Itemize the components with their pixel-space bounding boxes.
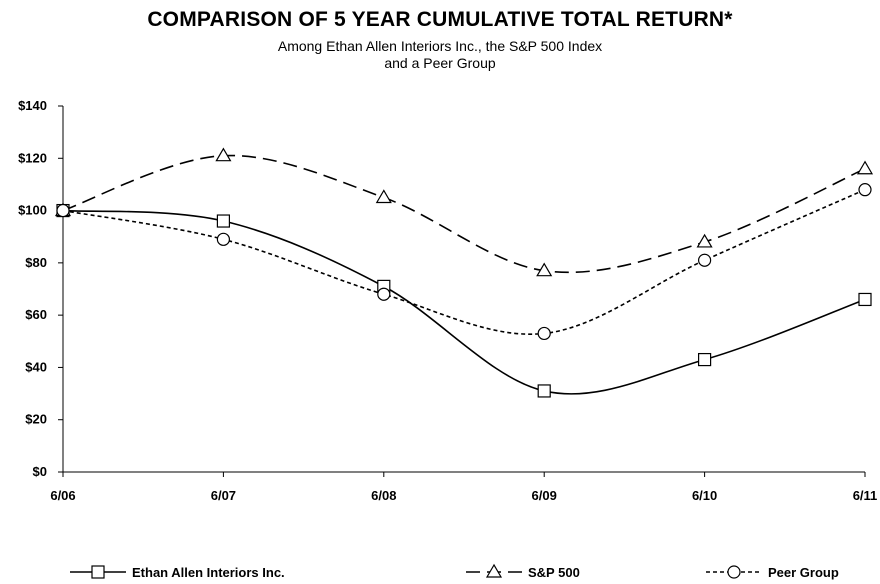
data-point-peer-group	[377, 287, 391, 301]
series-line-s-p-500	[62, 154, 866, 274]
data-point-s-p-500	[536, 262, 553, 277]
data-point-s-p-500	[696, 233, 713, 248]
data-point-ethan-allen-interiors-inc	[537, 384, 551, 398]
chart-subtitle-line-1: Among Ethan Allen Interiors Inc., the S&…	[277, 38, 603, 54]
x-tick-label: 6/11	[853, 488, 878, 503]
legend-label: Ethan Allen Interiors Inc.	[132, 565, 285, 580]
series-line-ethan-allen-interiors-inc	[62, 209, 866, 395]
y-tick-label: $120	[18, 150, 47, 165]
y-tick-label: $0	[33, 464, 47, 479]
data-point-peer-group	[216, 232, 230, 246]
series-line-peer-group	[62, 188, 866, 335]
data-point-peer-group	[697, 253, 712, 267]
x-tick-label: 6/07	[211, 488, 236, 503]
data-point-s-p-500	[856, 160, 874, 175]
y-tick-label: $60	[25, 307, 47, 322]
data-point-peer-group	[537, 326, 551, 341]
data-point-ethan-allen-interiors-inc	[216, 214, 230, 228]
legend-item-peer-group: Peer Group	[706, 565, 839, 580]
data-point-ethan-allen-interiors-inc	[697, 352, 712, 367]
series-lines	[62, 154, 866, 395]
y-tick-label: $20	[25, 412, 47, 427]
legend-item-ethan-allen-interiors-inc: Ethan Allen Interiors Inc.	[70, 565, 285, 580]
chart-title: COMPARISON OF 5 YEAR CUMULATIVE TOTAL RE…	[147, 8, 733, 31]
series-markers	[54, 147, 874, 398]
x-tick-label: 6/08	[371, 488, 396, 503]
data-point-peer-group	[858, 183, 872, 197]
axes: $0 $20 $40 $60 $80 $100 $120 $140 6/06 6/07 6/08 6/…	[18, 98, 877, 503]
data-point-s-p-500	[375, 189, 392, 204]
y-tick-label: $100	[18, 203, 47, 218]
legend-marker	[485, 563, 503, 578]
y-tick-label: $40	[25, 359, 47, 374]
data-point-s-p-500	[215, 147, 232, 162]
x-tick-label: 6/09	[532, 488, 557, 503]
legend: Ethan Allen Interiors Inc. S&P 500 Peer Gr…	[70, 563, 839, 580]
data-point-ethan-allen-interiors-inc	[858, 292, 872, 307]
chart-subtitle-line-2: and a Peer Group	[384, 55, 496, 71]
data-point-peer-group	[56, 203, 70, 218]
legend-label: S&P 500	[528, 565, 580, 580]
legend-marker	[91, 565, 105, 579]
x-tick-label: 6/10	[692, 488, 717, 503]
y-tick-label: $140	[18, 98, 47, 113]
x-tick-label: 6/06	[50, 488, 75, 503]
legend-label: Peer Group	[768, 565, 839, 580]
legend-item-s-p-500: S&P 500	[466, 563, 580, 580]
legend-marker	[727, 565, 741, 579]
y-tick-label: $80	[25, 255, 47, 270]
